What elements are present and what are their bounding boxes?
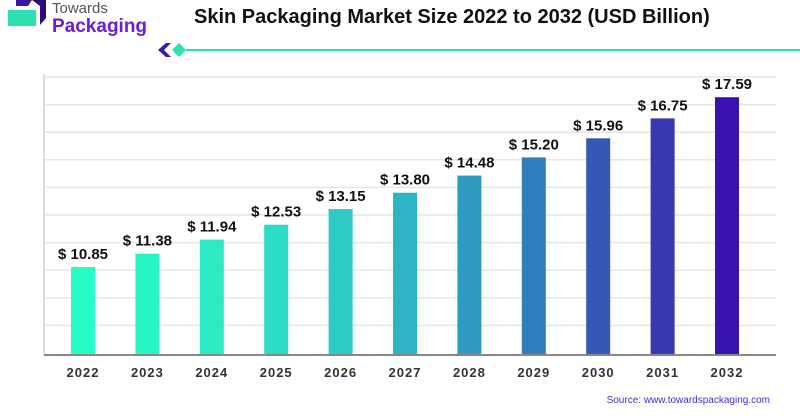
bar-2031 <box>650 118 675 355</box>
data-label: $ 14.48 <box>444 155 494 172</box>
x-tick-label: 2027 <box>389 365 422 380</box>
source-note: Source: www.towardspackaging.com <box>606 395 770 406</box>
x-tick-label: 2024 <box>195 365 228 380</box>
x-tick-label: 2022 <box>67 365 100 380</box>
data-label: $ 13.80 <box>380 172 430 189</box>
data-label: $ 10.85 <box>58 246 108 263</box>
x-tick-label: 2025 <box>260 365 293 380</box>
logo-icon <box>8 0 46 26</box>
data-label: $ 12.53 <box>251 204 301 221</box>
bar-2026 <box>328 209 353 355</box>
bar-2028 <box>457 175 482 355</box>
data-label: $ 13.15 <box>316 188 366 205</box>
bar-2024 <box>199 239 224 355</box>
x-tick-label: 2032 <box>711 365 744 380</box>
x-tick-label: 2023 <box>131 365 164 380</box>
bar-2022 <box>71 267 95 355</box>
x-tick-label: 2029 <box>517 365 550 380</box>
data-label: $ 15.20 <box>509 136 559 153</box>
bar-2023 <box>135 253 160 355</box>
data-label: $ 17.59 <box>702 76 752 93</box>
x-tick-label: 2030 <box>582 365 615 380</box>
brand-line2: Packaging <box>52 16 148 37</box>
data-label: $ 11.94 <box>187 219 237 236</box>
data-label: $ 15.96 <box>573 117 623 134</box>
x-tick-label: 2031 <box>646 365 679 380</box>
bar-2025 <box>264 224 289 355</box>
bar-2030 <box>586 138 611 355</box>
x-tick-label: 2028 <box>453 365 486 380</box>
data-label: $ 16.75 <box>638 97 688 114</box>
bar-2032 <box>715 97 739 355</box>
bar-2027 <box>393 192 417 355</box>
chart-title: Skin Packaging Market Size 2022 to 2032 … <box>194 6 710 28</box>
brand-line1: Towards <box>52 0 108 17</box>
title-decoration-icon <box>158 43 800 57</box>
bar-2029 <box>521 157 546 355</box>
x-tick-label: 2026 <box>324 365 357 380</box>
data-label: $ 11.38 <box>123 233 172 250</box>
